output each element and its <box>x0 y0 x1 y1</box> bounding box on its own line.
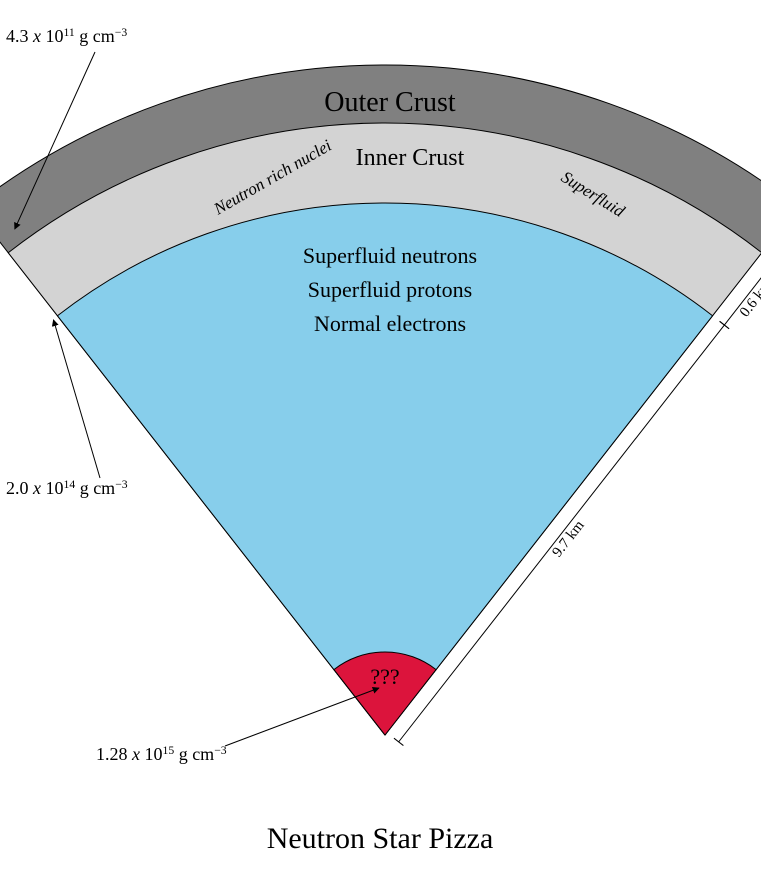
svg-text:0.6 km: 0.6 km <box>737 277 761 320</box>
density-arrow-3 <box>225 688 379 746</box>
label-inner-crust: Inner Crust <box>356 145 465 171</box>
label-mantle-line-1: Superfluid protons <box>308 277 472 302</box>
label-mantle-line-2: Normal electrons <box>314 311 466 336</box>
density-label-3: 1.28 x 1015 g cm−3 <box>96 744 227 765</box>
diagram-title: Neutron Star Pizza <box>267 822 494 855</box>
density-label-2: 2.0 x 1014 g cm−3 <box>6 478 128 499</box>
label-outer-crust: Outer Crust <box>324 87 456 118</box>
label-mantle-line-0: Superfluid neutrons <box>303 243 477 268</box>
label-core: ??? <box>370 664 399 689</box>
density-label-1: 4.3 x 1011 g cm−3 <box>6 26 127 47</box>
